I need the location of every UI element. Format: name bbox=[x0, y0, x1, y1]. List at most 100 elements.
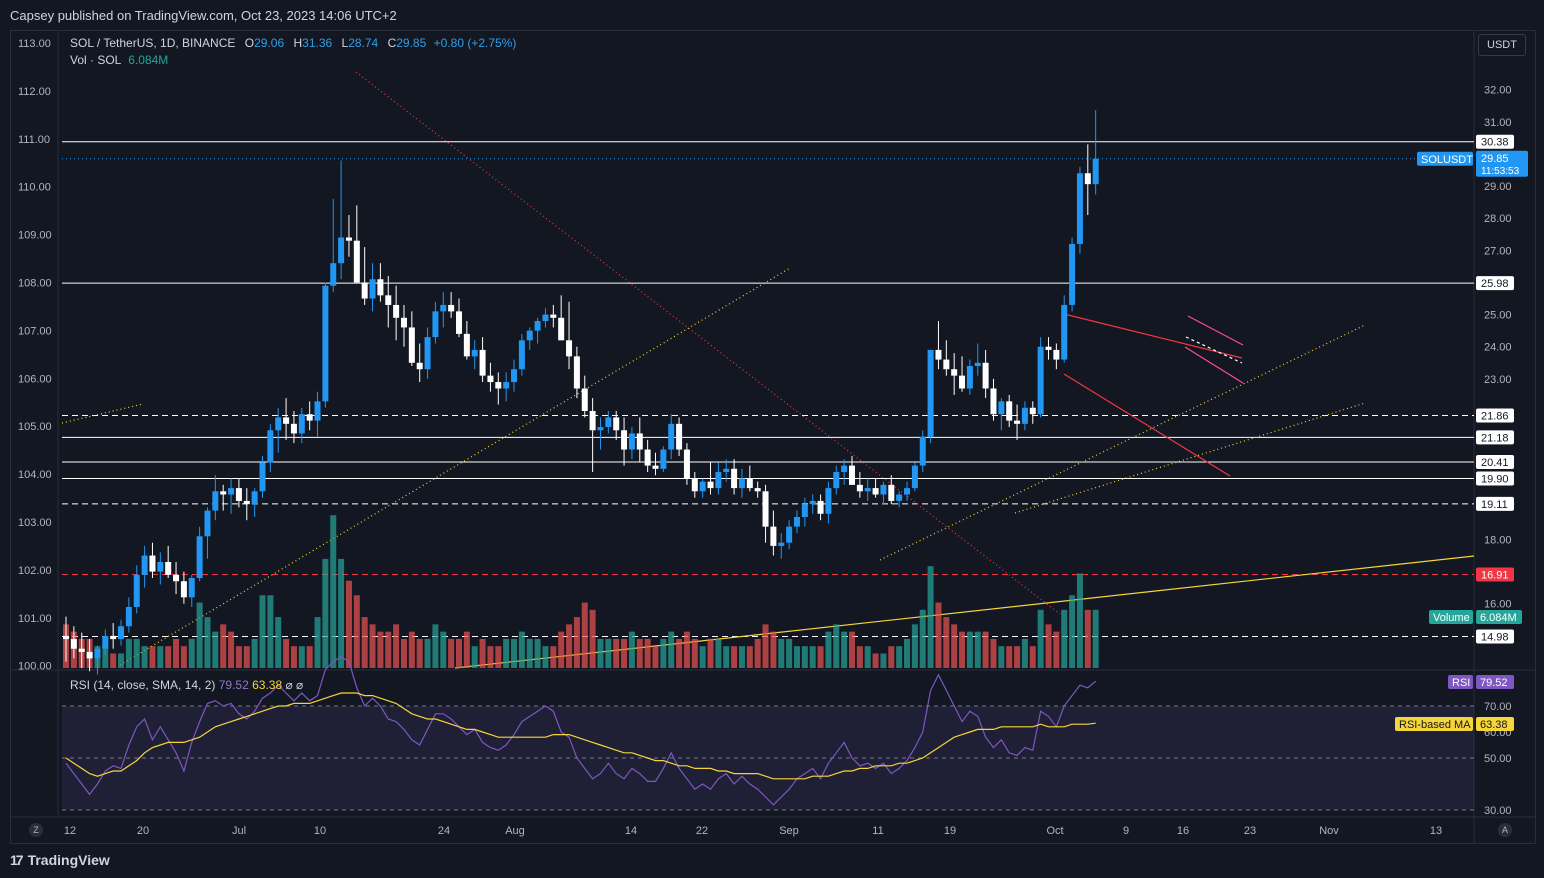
volume-bar bbox=[573, 617, 580, 668]
volume-bar bbox=[440, 631, 447, 668]
right-axis-tick: 24.00 bbox=[1484, 342, 1512, 354]
candle-body bbox=[919, 436, 926, 466]
flag-top-line bbox=[1187, 315, 1244, 346]
volume-bar bbox=[746, 646, 753, 668]
volume-bar bbox=[888, 646, 895, 668]
ascending-trendline-2 bbox=[879, 324, 1366, 561]
volume-bar bbox=[849, 631, 855, 668]
volume-bar bbox=[1045, 624, 1052, 668]
candle-body bbox=[801, 504, 808, 517]
tradingview-brand: TradingView bbox=[27, 852, 110, 868]
volume-bar bbox=[393, 624, 400, 668]
volume-bar bbox=[581, 602, 588, 668]
candle-body bbox=[613, 417, 620, 431]
candle-body bbox=[1076, 173, 1083, 244]
volume-bar bbox=[243, 646, 250, 668]
volume-bar bbox=[1069, 595, 1076, 668]
volume-bar bbox=[754, 638, 761, 668]
currency-button[interactable]: USDT bbox=[1478, 34, 1526, 56]
volume-bar bbox=[668, 631, 675, 668]
volume-bar bbox=[408, 631, 415, 668]
level-lines: 30.38 25.98 21.86 21.18 20.41 19.90 19.11 16.91… bbox=[62, 134, 1514, 644]
volume-bar bbox=[998, 646, 1005, 668]
right-axis-tick: 16.00 bbox=[1484, 599, 1512, 611]
candle-body bbox=[212, 491, 219, 511]
volume-bar bbox=[487, 646, 494, 668]
candle-body bbox=[982, 362, 989, 389]
candle-body bbox=[424, 337, 431, 370]
candle-body bbox=[456, 311, 462, 334]
candle-body bbox=[911, 465, 918, 489]
rsi-axis-tick: 30.00 bbox=[1484, 805, 1512, 817]
open-label: O bbox=[244, 36, 255, 50]
volume-bar bbox=[149, 646, 156, 668]
candle-body bbox=[715, 472, 722, 489]
right-axis-tick: 25.00 bbox=[1484, 310, 1512, 322]
candle-body bbox=[786, 526, 793, 543]
candle-body bbox=[125, 606, 132, 627]
candle-body bbox=[1037, 346, 1044, 415]
candle-body bbox=[149, 555, 156, 572]
volume-bar bbox=[550, 646, 557, 668]
auto-scale-a-button[interactable]: A bbox=[1498, 823, 1512, 837]
volume-bar bbox=[699, 646, 706, 668]
candle-body bbox=[118, 626, 125, 640]
time-axis-tick: 9 bbox=[1123, 825, 1129, 837]
descending-trendline bbox=[355, 71, 1061, 615]
volume-bar bbox=[770, 631, 777, 668]
rsi-axis-tick: 70.00 bbox=[1484, 701, 1512, 713]
level-label: 25.98 bbox=[1481, 278, 1509, 290]
volume-bar bbox=[1084, 609, 1091, 668]
candle-body bbox=[204, 510, 211, 537]
volume-bar bbox=[817, 646, 824, 668]
symbol-badge: SOLUSDT bbox=[1421, 154, 1473, 166]
candle-body bbox=[479, 349, 486, 376]
candle-body bbox=[322, 285, 329, 402]
candle-body bbox=[70, 639, 77, 649]
level-badge bbox=[1476, 134, 1514, 149]
candle-body bbox=[904, 488, 911, 495]
level-label: 19.11 bbox=[1481, 499, 1508, 511]
time-axis-tick: 16 bbox=[1177, 825, 1189, 837]
rsi-ma-badge-value-bg bbox=[1476, 717, 1514, 731]
rsi-legend-label: RSI (14, close, SMA, 14, 2) bbox=[70, 678, 216, 692]
volume-bar bbox=[833, 624, 840, 668]
candle-body bbox=[1069, 243, 1076, 305]
candle-body bbox=[1045, 346, 1052, 350]
candle-body bbox=[762, 491, 769, 527]
candle-body bbox=[676, 423, 683, 450]
volume-bar bbox=[872, 653, 879, 668]
left-axis-tick: 112.00 bbox=[18, 86, 51, 98]
volume-bar bbox=[652, 646, 659, 668]
volume-bar bbox=[801, 646, 808, 668]
candle-body bbox=[573, 356, 580, 389]
time-axis-tick: 20 bbox=[137, 825, 149, 837]
candle-body bbox=[754, 488, 761, 492]
candle-body bbox=[605, 417, 612, 428]
candle-body bbox=[353, 240, 360, 283]
right-axis-tick: 23.00 bbox=[1484, 374, 1512, 386]
auto-scale-z-button[interactable]: Z bbox=[29, 823, 43, 837]
left-axis-tick: 110.00 bbox=[18, 182, 51, 194]
level-badge bbox=[1476, 276, 1514, 291]
volume-bar bbox=[597, 638, 604, 668]
rsi-legend-icons[interactable]: ⌀ ⌀ bbox=[285, 678, 304, 692]
right-axis-tick: 18.00 bbox=[1484, 534, 1512, 546]
volume-bar bbox=[786, 638, 793, 668]
candle-body bbox=[597, 427, 604, 431]
candles bbox=[63, 110, 1099, 675]
candle-body bbox=[943, 359, 950, 370]
volume-bar bbox=[825, 631, 832, 668]
candle-body bbox=[872, 488, 879, 495]
publisher-line: Capsey published on TradingView.com, Oct… bbox=[10, 8, 397, 23]
left-axis-tick: 109.00 bbox=[18, 230, 52, 242]
volume-bar bbox=[424, 638, 431, 668]
candle-body bbox=[511, 369, 518, 383]
symbol-legend: SOL / TetherUS, 1D, BINANCE O29.06 H31.3… bbox=[70, 35, 516, 69]
candle-body bbox=[471, 349, 478, 357]
left-axis-tick: 100.00 bbox=[18, 661, 52, 673]
tradingview-logo[interactable]: 17 TradingView bbox=[10, 852, 110, 868]
volume-bar bbox=[141, 646, 148, 668]
candle-body bbox=[966, 366, 973, 389]
